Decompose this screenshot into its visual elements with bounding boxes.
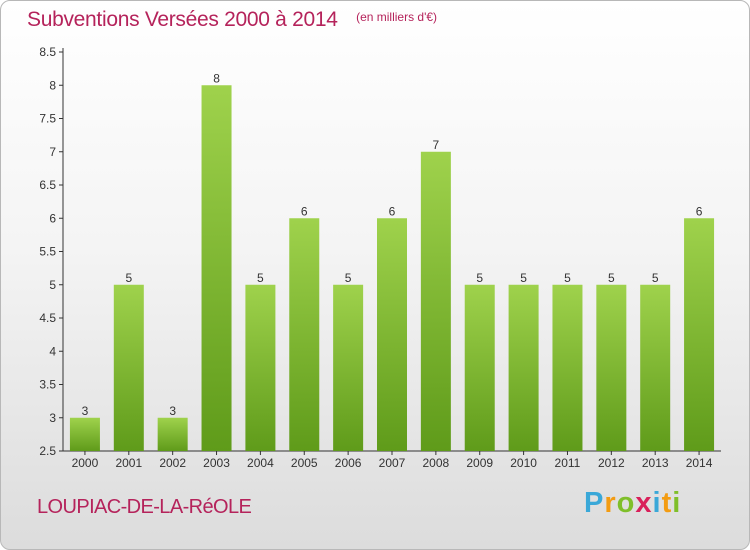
bar xyxy=(201,85,232,451)
data-label: 7 xyxy=(433,138,440,152)
x-tick-label: 2008 xyxy=(423,456,450,470)
bar xyxy=(333,284,364,451)
x-tick-label: 2010 xyxy=(510,456,537,470)
data-label: 3 xyxy=(169,404,176,418)
x-tick-label: 2001 xyxy=(115,456,142,470)
x-tick-label: 2000 xyxy=(72,456,99,470)
x-tick-label: 2007 xyxy=(379,456,406,470)
data-label: 5 xyxy=(125,271,132,285)
x-tick-label: 2004 xyxy=(247,456,274,470)
bar xyxy=(289,218,320,451)
data-label: 5 xyxy=(564,271,571,285)
data-label: 8 xyxy=(213,71,220,85)
x-tick-label: 2006 xyxy=(335,456,362,470)
title-row: Subventions Versées 2000 à 2014 (en mill… xyxy=(27,8,437,32)
bar xyxy=(420,151,451,451)
y-tick-label: 8.5 xyxy=(39,45,56,59)
y-tick-label: 7.5 xyxy=(39,112,56,126)
bar xyxy=(377,218,407,451)
data-label: 5 xyxy=(520,271,527,285)
bar xyxy=(640,284,671,451)
y-tick-label: 4.5 xyxy=(39,311,56,325)
x-tick-label: 2011 xyxy=(555,456,581,470)
x-tick-label: 2014 xyxy=(686,456,713,470)
commune-name: LOUPIAC-DE-LA-RéOLE xyxy=(37,496,252,518)
data-label: 6 xyxy=(696,204,703,218)
bar xyxy=(508,284,539,451)
bar xyxy=(464,284,495,451)
y-tick-label: 7 xyxy=(49,145,56,159)
y-tick-label: 3 xyxy=(49,411,56,425)
data-label: 5 xyxy=(476,271,483,285)
y-tick-label: 2.5 xyxy=(39,444,56,458)
x-tick-label: 2002 xyxy=(159,456,186,470)
data-label: 5 xyxy=(345,271,352,285)
data-label: 3 xyxy=(82,404,89,418)
bar xyxy=(69,417,100,451)
bar xyxy=(157,417,188,451)
bar xyxy=(596,284,627,451)
x-tick-label: 2009 xyxy=(466,456,493,470)
y-tick-label: 5 xyxy=(49,278,56,292)
x-tick-label: 2013 xyxy=(642,456,669,470)
x-tick-label: 2012 xyxy=(598,456,625,470)
bar xyxy=(113,284,144,451)
data-label: 5 xyxy=(652,271,659,285)
proxiti-logo: Proxiti xyxy=(584,487,682,519)
x-tick-label: 2003 xyxy=(203,456,230,470)
data-label: 5 xyxy=(608,271,615,285)
x-tick-label: 2005 xyxy=(291,456,318,470)
y-tick-label: 3.5 xyxy=(39,378,56,392)
data-label: 6 xyxy=(301,204,308,218)
y-tick-label: 6.5 xyxy=(39,178,56,192)
bar xyxy=(684,218,715,451)
y-tick-label: 4 xyxy=(49,344,56,358)
data-label: 6 xyxy=(389,204,396,218)
bars xyxy=(69,85,715,451)
y-tick-label: 5.5 xyxy=(39,245,56,259)
data-label: 5 xyxy=(257,271,264,285)
labels: 3 2000 5 2001 3 2002 8 2003 5 2004 6 2005 5 2006 6 2007… xyxy=(72,71,713,470)
y-tick-label: 8 xyxy=(49,78,56,92)
y-tick-label: 6 xyxy=(49,211,56,225)
bar xyxy=(552,284,583,451)
chart-title: Subventions Versées 2000 à 2014 xyxy=(27,8,338,31)
bar xyxy=(245,284,276,451)
chart-unit: (en milliers d'€) xyxy=(356,10,438,24)
